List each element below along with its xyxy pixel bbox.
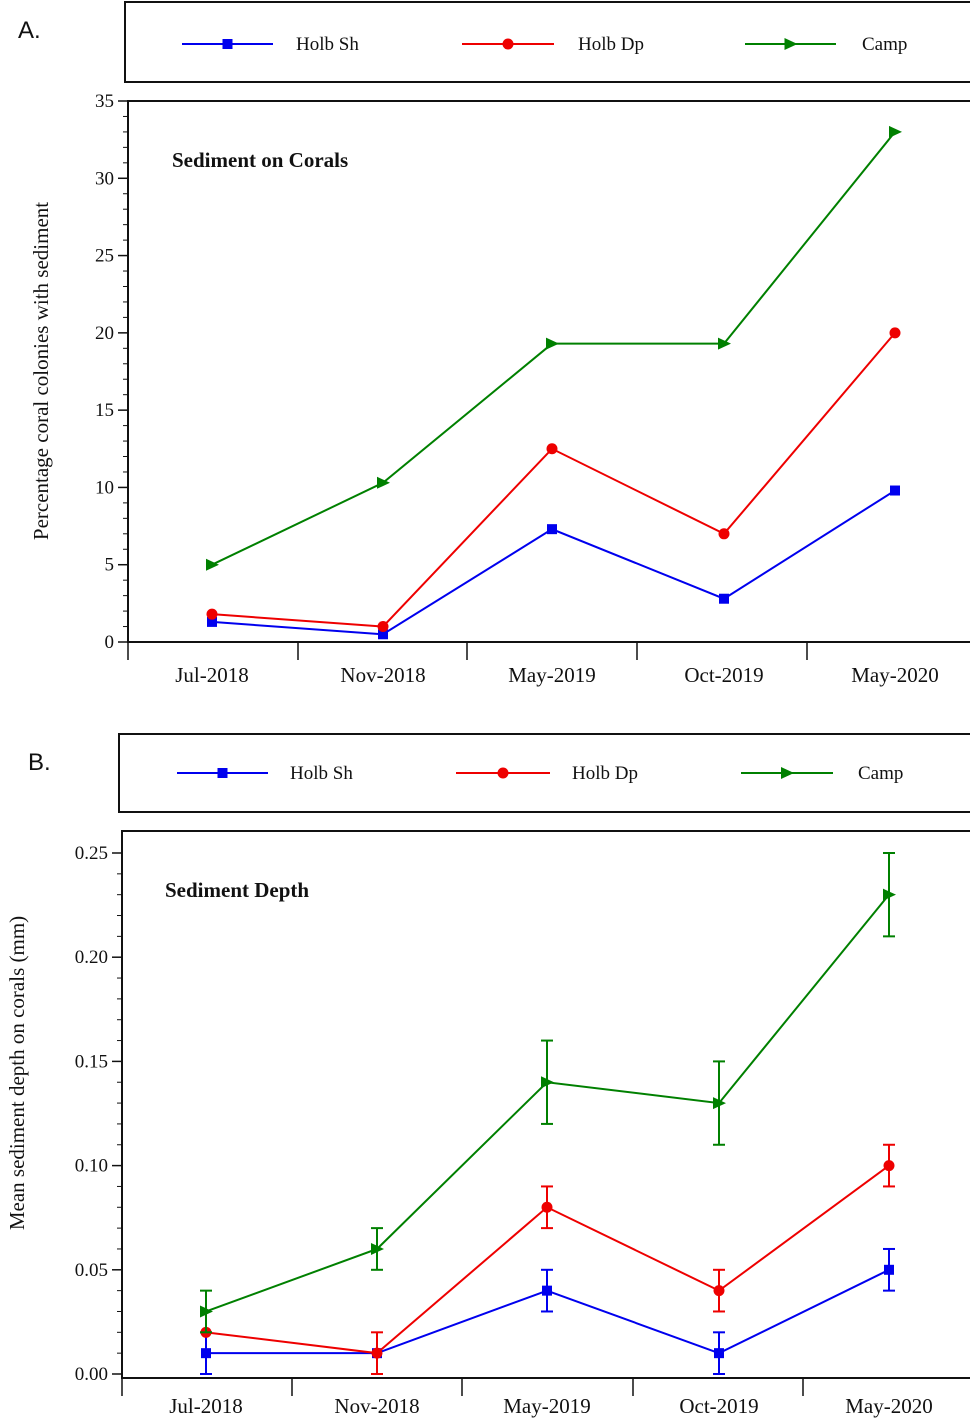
panel-b-data-point-camp [713, 1097, 726, 1110]
panel-b-legend-label-holb-sh: Holb Sh [290, 763, 353, 784]
panel-b-data-point-holb-dp [883, 1160, 895, 1172]
panel-a-legend-item-holb-dp: Holb Dp [462, 34, 644, 55]
panel-b-data-point-holb-sh [884, 1264, 894, 1275]
panel-b-plot-frame [121, 830, 970, 1379]
panel-b-legend-item-camp: Camp [741, 763, 903, 784]
panel-b-y-tick-label: 0.25 [75, 843, 108, 864]
panel-b-legend-marker-camp [781, 767, 794, 779]
panel-a-title: Sediment on Corals [172, 148, 348, 172]
panel-b-y-axis-title: Mean sediment depth on corals (mm) [5, 916, 29, 1230]
panel-b-x-tick-label-may-2019: May-2019 [503, 1394, 591, 1418]
panel-a-y-tick-label: 25 [95, 246, 114, 267]
panel-b-title: Sediment Depth [165, 878, 309, 902]
panel-a-y-tick-label: 0 [105, 632, 115, 653]
panel-b-data-point-holb-dp [541, 1201, 553, 1213]
panel-b-y-tick-label: 0.00 [75, 1364, 108, 1385]
panel-a-data-point-holb-sh [719, 593, 729, 604]
panel-a-axes: 0 5 10 15 20 25 30 35 Jul-2018 Nov-2018 May-2019 Oc… [95, 91, 939, 687]
panel-b-data-point-camp [541, 1076, 554, 1089]
panel-a-letter: A. [18, 17, 41, 44]
panel-b-legend-item-holb-sh: Holb Sh [177, 763, 353, 784]
panel-a-data-point-holb-sh [890, 485, 900, 496]
panel-b-data-point-holb-sh [201, 1348, 211, 1359]
panel-a-y-tick-label: 30 [95, 168, 114, 189]
panel-a-legend-box [124, 1, 970, 83]
panel-a-y-tick-label: 20 [95, 323, 114, 344]
panel-b-y-tick-label: 0.15 [75, 1051, 108, 1072]
panel-a-legend-item-camp: Camp [745, 34, 907, 55]
panel-b-data-point-camp [371, 1242, 384, 1255]
panel-a-data-point-holb-dp [546, 443, 558, 455]
panel-b-axes: 0.00 0.05 0.10 0.15 0.20 0.25 Jul-2018 Nov-2018… [75, 843, 933, 1418]
panel-b-letter: B. [28, 749, 51, 776]
panel-b-y-tick-label: 0.20 [75, 947, 108, 968]
panel-b-x-tick-label-nov-2018: Nov-2018 [334, 1394, 419, 1418]
panel-a-series [206, 125, 902, 640]
panel-a-data-point-holb-dp [718, 528, 730, 540]
panel-a-legend-marker-holb-sh [222, 39, 233, 49]
panel-a-legend: Holb Sh Holb Dp Camp [182, 34, 907, 55]
panel-b-legend-item-holb-dp: Holb Dp [456, 763, 638, 784]
panel-a-legend-item-holb-sh: Holb Sh [182, 34, 359, 55]
panel-a-data-point-camp [377, 476, 390, 489]
panel-b-data-point-holb-dp [371, 1347, 383, 1359]
panel-b: B. Holb Sh Holb Dp Camp Sediment Depth Mea… [5, 733, 970, 1418]
panel-a-legend-marker-camp [784, 38, 798, 50]
panel-a-y-tick-label: 35 [95, 91, 114, 112]
panel-a-series-line-camp [211, 131, 896, 566]
panel-a-x-tick-label-jul-2018: Jul-2018 [175, 663, 249, 687]
panel-a-x-tick-label-nov-2018: Nov-2018 [340, 663, 425, 687]
panel-b-legend-label-holb-dp: Holb Dp [572, 763, 638, 784]
panel-a-data-point-holb-dp [889, 327, 901, 339]
panel-a-legend-label-camp: Camp [862, 34, 907, 55]
panel-b-legend-marker-holb-dp [497, 767, 509, 779]
panel-a-data-point-camp [718, 337, 731, 350]
panel-a-data-point-holb-sh [547, 524, 557, 535]
panel-b-x-tick-label-oct-2019: Oct-2019 [679, 1394, 758, 1418]
panel-a-legend-marker-holb-dp [502, 38, 514, 50]
panel-b-legend: Holb Sh Holb Dp Camp [177, 763, 903, 784]
panel-a-data-point-holb-dp [206, 608, 218, 620]
panel-b-legend-label-camp: Camp [858, 763, 903, 784]
panel-a-series-line-holb-sh [211, 489, 896, 636]
panel-a-y-tick-label: 5 [105, 555, 115, 576]
panel-a-legend-label-holb-sh: Holb Sh [296, 34, 359, 55]
panel-b-x-tick-label-jul-2018: Jul-2018 [169, 1394, 243, 1418]
panel-a-data-point-holb-dp [377, 621, 389, 633]
panel-a-plot-frame [127, 100, 970, 643]
panel-a-data-point-holb-sh [378, 629, 388, 640]
panel-b-legend-marker-holb-sh [217, 768, 228, 778]
panel-a-data-point-camp [206, 558, 219, 571]
panel-a-series-line-holb-dp [211, 332, 896, 628]
panel-b-legend-box [118, 733, 970, 813]
panel-b-series [200, 852, 896, 1375]
panel-b-data-point-camp [883, 888, 896, 901]
panel-a-data-point-camp [546, 337, 559, 350]
panel-a: A. Holb Sh Holb Dp Camp Sediment on Corals… [18, 1, 970, 687]
panel-b-data-point-holb-dp [713, 1285, 725, 1297]
panel-a-y-axis-title: Percentage coral colonies with sediment [29, 202, 53, 540]
panel-b-x-tick-label-may-2020: May-2020 [845, 1394, 933, 1418]
panel-b-data-point-holb-sh [542, 1285, 552, 1296]
panel-a-x-tick-label-oct-2019: Oct-2019 [684, 663, 763, 687]
panel-a-x-tick-label-may-2019: May-2019 [508, 663, 596, 687]
panel-a-legend-label-holb-dp: Holb Dp [578, 34, 644, 55]
panel-b-y-tick-label: 0.10 [75, 1156, 108, 1177]
panel-a-data-point-holb-sh [207, 616, 217, 627]
panel-a-data-point-camp [889, 125, 902, 138]
panel-b-data-point-holb-sh [714, 1348, 724, 1359]
panel-a-x-tick-label-may-2020: May-2020 [851, 663, 939, 687]
panel-b-data-point-camp [200, 1305, 213, 1318]
panel-a-y-tick-label: 15 [95, 400, 114, 421]
panel-a-y-tick-label: 10 [95, 477, 114, 498]
panel-b-y-tick-label: 0.05 [75, 1260, 108, 1281]
